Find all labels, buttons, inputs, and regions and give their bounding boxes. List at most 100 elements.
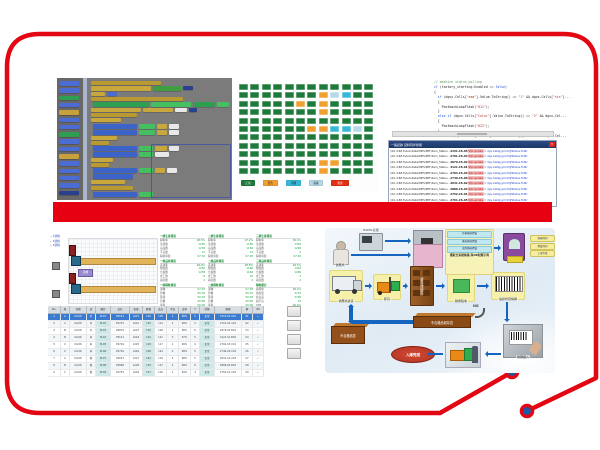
- log-row: \\10.4.88.5\AutoData\MES\PRT\Item_Status…: [390, 149, 555, 154]
- status-cell: [250, 167, 260, 174]
- table-cell: ✓: [253, 356, 264, 363]
- blockly-block: [91, 158, 113, 162]
- table-cell: 04/16: [70, 328, 87, 335]
- blockly-block: [139, 146, 153, 151]
- kpi-value: 1180: [246, 267, 253, 271]
- code-token: "Color": [476, 114, 490, 119]
- status-cell: [250, 142, 260, 149]
- table-cell: 2: [167, 328, 179, 335]
- kpi-row: 生產數 1180: [208, 243, 253, 247]
- table-cell: 117: [155, 342, 167, 349]
- code-line: // machine status polling: [434, 80, 570, 85]
- flow-arrow-shaft: [477, 284, 486, 288]
- machine-status-board-screenshot: 正常 警告 待機 保養 異常: [237, 84, 378, 192]
- flow-arrow-shaft: [430, 352, 443, 356]
- flow-arrow-head: [404, 282, 408, 289]
- code-token: (dgvx.Cells[: [451, 114, 477, 119]
- flow-node-supplier: 供應商: [331, 240, 349, 267]
- blockly-palette-block: [59, 168, 79, 174]
- blockly-palette-block: [59, 124, 79, 130]
- kpi-row: 警報 00:02: [160, 296, 205, 300]
- log-segment: \\10.4.88.5\AutoData\MES\PRT\Item_Status…: [390, 181, 451, 186]
- flow-arrow-shaft: [403, 284, 405, 288]
- kpi-row: 不良數 12: [160, 251, 205, 255]
- status-cell: [307, 84, 317, 90]
- blockly-block: [91, 81, 161, 85]
- kpi-label: 待機: [208, 299, 214, 303]
- table-cell: 1: [48, 314, 61, 321]
- status-cell: [284, 100, 294, 107]
- log-rows: \\10.4.88.5\AutoData\MES\PRT\Item_Status…: [390, 149, 555, 203]
- table-cell: 98%: [179, 363, 191, 370]
- table-cell: 07: [242, 356, 253, 363]
- status-cell: [341, 109, 351, 116]
- code-token: "sts": [553, 94, 563, 99]
- flow-node-staging: 暫存待檢區: [410, 266, 434, 306]
- status-cell: [295, 92, 305, 99]
- blockly-palette-block: [59, 95, 79, 101]
- table-cell: ✓: [253, 314, 264, 321]
- log-segment: 2151.CS-05: [450, 149, 468, 153]
- kpi-row: 稼動率 98.5%: [160, 239, 205, 243]
- kpi-value: 1302: [294, 267, 301, 271]
- flow-node-putaway-forklift: [445, 342, 481, 368]
- code-token: {: [434, 119, 440, 124]
- table-cell: 04/16: [70, 349, 87, 356]
- kpi-value: 07:32: [197, 288, 205, 291]
- status-cell: [239, 84, 248, 90]
- flow-node-label-printer: [413, 230, 443, 268]
- kpi-panel-title: 一線稼動資訊: [160, 283, 205, 288]
- status-cell: [273, 117, 283, 124]
- status-cell: [239, 92, 248, 99]
- table-cell: 119: [155, 356, 167, 363]
- kpi-value: 00:02: [197, 295, 205, 299]
- status-cell: [352, 84, 362, 90]
- kpi-label: 不良數: [208, 250, 216, 254]
- blockly-block: [139, 130, 155, 135]
- table-cell: B: [61, 335, 70, 342]
- kpi-row: 停機 00:18: [160, 292, 205, 296]
- table-cell: 7: [48, 356, 61, 363]
- status-cell: [364, 125, 374, 132]
- forklift-wheel: [378, 291, 382, 295]
- cabinet-slot: [413, 280, 420, 286]
- table-cell: 4: [191, 370, 200, 377]
- kpi-label: 總稼動: [256, 288, 264, 291]
- log-row: \\10.4.88.5\AutoData\MES\PRT\Item_Status…: [390, 170, 555, 176]
- table-cell: M-04: [96, 335, 111, 342]
- table-cell: 2: [167, 363, 179, 370]
- table-cell: L029: [130, 370, 143, 377]
- log-row: \\10.4.88.5\AutoData\MES\PRT\Item_Status…: [390, 192, 555, 197]
- code-token: ].Value.ToString() ==: [489, 114, 532, 119]
- kpi-row: 重工數 4: [256, 275, 301, 279]
- table-row: 8 B 04/16 晚 M-08 P2886 L028 129 127 2 98% 6 正常 2886-0…: [48, 363, 284, 370]
- flow-node-barcode-device: [503, 233, 525, 263]
- kpi-value: 3732: [294, 291, 301, 295]
- table-cell: 正常: [200, 349, 215, 356]
- kpi-value: 6: [299, 250, 301, 254]
- table-row: 7 A 04/16 晚 M-07 P2631 L027 121 119 2 98% 5 正常 2631-0…: [48, 356, 284, 363]
- log-segment: = dgv.Cells[yymdd]/Status.ToStr: [484, 154, 528, 159]
- log-segment: 2879.CS-02: [450, 159, 468, 164]
- status-legend: 正常 警告 待機 保養 異常: [241, 180, 349, 186]
- truck-wheel: [352, 289, 357, 294]
- table-row: 1 A 04/16 早 M-01 P2151 L021 120 118 2 98% 5 正常 2151-0…: [48, 314, 284, 321]
- kpi-value: 12: [201, 250, 205, 254]
- truck-wheel: [335, 289, 340, 294]
- table-cell: B: [61, 363, 70, 370]
- flow-node-label: 供應商送貨: [337, 299, 355, 303]
- kpi-value: 97.2%: [244, 239, 253, 242]
- warehouse-flowchart-screenshot: 供應商 EXCEL表單 供應商送貨 卸貨 暫存待檢區 數量驗收 貼掛智慧條碼 不合格品暫存區不…: [325, 228, 555, 373]
- table-cell: M-07: [96, 356, 111, 363]
- kpi-label: 稼動率: [160, 239, 168, 242]
- log-segment: SQLupdate: [467, 149, 485, 153]
- blockly-block: [157, 124, 167, 129]
- status-cell: [250, 134, 260, 141]
- code-line: if (dgvx.Cells["aaa"].Value.ToString() =…: [434, 94, 571, 100]
- kpi-label: 警報: [160, 295, 166, 299]
- callout-row: 棧板條碼標籤: [447, 238, 492, 246]
- kpi-row: 合格數 1166: [208, 271, 253, 275]
- status-cell: [330, 159, 340, 166]
- device-screen: [508, 239, 520, 249]
